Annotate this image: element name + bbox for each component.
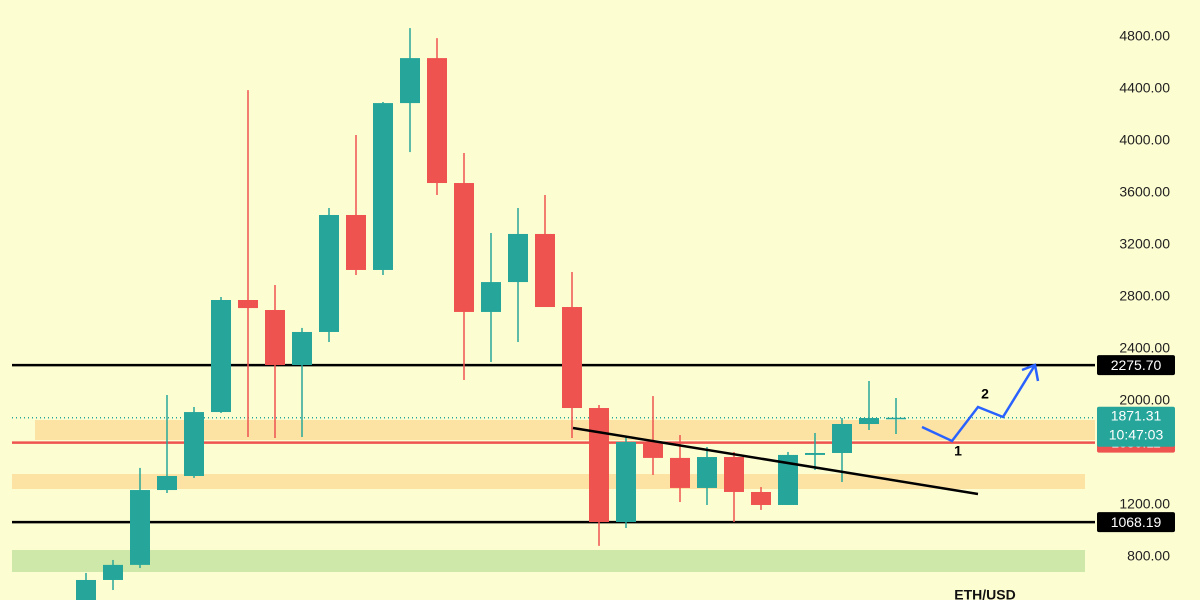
candle-body xyxy=(751,491,771,505)
candle-body xyxy=(535,233,555,308)
wave-label: 2 xyxy=(981,386,989,402)
y-tick-label: 800.00 xyxy=(1127,548,1170,564)
candle-body xyxy=(886,417,906,420)
arrow-head xyxy=(1021,363,1040,382)
y-tick-label: 4800.00 xyxy=(1119,28,1170,44)
trend-line xyxy=(572,426,979,496)
support-zone xyxy=(12,474,1085,489)
y-tick-label: 2400.00 xyxy=(1119,340,1170,356)
candle-body xyxy=(130,490,150,565)
candle-body xyxy=(832,424,852,453)
candle-body xyxy=(508,233,528,283)
candle-body xyxy=(373,103,393,270)
candle-body xyxy=(319,214,339,332)
candle-body xyxy=(76,579,96,600)
candle-body xyxy=(346,214,366,270)
candle-body xyxy=(238,300,258,309)
candle-body xyxy=(616,441,636,523)
support-zone xyxy=(12,550,1085,572)
candle-body xyxy=(778,454,798,505)
support-zone xyxy=(35,420,1095,440)
price-label-box xyxy=(1097,512,1175,533)
candle-body xyxy=(265,310,285,365)
current-price-box xyxy=(1097,406,1175,447)
candle-body xyxy=(724,457,744,492)
candle-body xyxy=(589,408,609,523)
projection-arrow xyxy=(921,364,1037,443)
countdown-label: 10:47:03 xyxy=(1109,426,1164,442)
y-tick-label: 4000.00 xyxy=(1119,132,1170,148)
candle-body xyxy=(481,282,501,312)
price-label: 1068.19 xyxy=(1111,514,1162,530)
candle-body xyxy=(400,58,420,104)
candle-body xyxy=(103,564,123,580)
price-label: 2275.70 xyxy=(1111,357,1162,373)
candle-body xyxy=(157,475,177,491)
price-label-box xyxy=(1097,355,1175,376)
candle-body xyxy=(643,441,663,458)
candle-body xyxy=(184,412,204,476)
candle-body xyxy=(670,457,690,488)
y-tick-label: 1200.00 xyxy=(1119,496,1170,512)
candle-body xyxy=(805,452,825,455)
candle-body xyxy=(427,58,447,184)
y-tick-label: 2800.00 xyxy=(1119,288,1170,304)
y-tick-label: 2000.00 xyxy=(1119,392,1170,408)
wave-label: 1 xyxy=(954,443,962,459)
candle-body xyxy=(454,183,474,312)
current-price-label: 1871.31 xyxy=(1111,407,1162,423)
y-tick-label: 4400.00 xyxy=(1119,80,1170,96)
candle-body xyxy=(292,331,312,365)
y-tick-label: 3200.00 xyxy=(1119,236,1170,252)
watermark: ETH/USD xyxy=(954,587,1015,600)
candle-body xyxy=(211,300,231,413)
candle-body xyxy=(562,307,582,409)
candle-body xyxy=(697,457,717,488)
candle-body xyxy=(859,418,879,425)
y-tick-label: 3600.00 xyxy=(1119,184,1170,200)
